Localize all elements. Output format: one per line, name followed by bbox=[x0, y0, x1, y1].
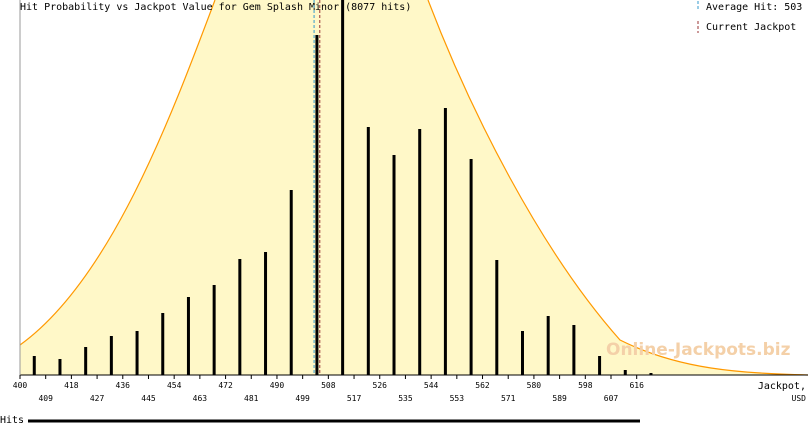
x-tick-label: 499 bbox=[295, 394, 310, 403]
x-tick-label: 409 bbox=[38, 394, 53, 403]
bar bbox=[315, 35, 319, 375]
legend: Average Hit: 503 Current Jackpot bbox=[696, 0, 808, 38]
bar bbox=[109, 336, 113, 375]
chart-title: Hit Probability vs Jackpot Value for Gem… bbox=[20, 2, 411, 13]
x-tick-label: 463 bbox=[193, 394, 208, 403]
bar bbox=[572, 325, 576, 375]
x-tick-label: 481 bbox=[244, 394, 259, 403]
x-axis-label: Jackpot, bbox=[758, 381, 806, 392]
x-tick-label: 418 bbox=[64, 381, 79, 390]
x-tick-label: 526 bbox=[373, 381, 388, 390]
x-tick-label: 472 bbox=[218, 381, 233, 390]
bar bbox=[598, 356, 602, 375]
bar bbox=[212, 285, 216, 375]
x-tick-label: 400 bbox=[13, 381, 28, 390]
bar bbox=[289, 190, 293, 375]
bar bbox=[495, 260, 499, 375]
x-axis-label: USD bbox=[792, 394, 807, 403]
legend-box bbox=[696, 0, 808, 38]
x-tick-label: 571 bbox=[501, 394, 516, 403]
x-tick-label: 427 bbox=[90, 394, 105, 403]
x-tick-label: 562 bbox=[475, 381, 490, 390]
distribution-curve bbox=[19, 0, 809, 376]
bar bbox=[58, 359, 62, 375]
bar bbox=[443, 108, 447, 375]
bar bbox=[392, 155, 396, 375]
distribution-area bbox=[20, 0, 808, 375]
legend-label: Average Hit: 503 bbox=[706, 2, 802, 13]
bar bbox=[469, 159, 473, 375]
x-tick-label: 544 bbox=[424, 381, 439, 390]
bar bbox=[32, 356, 36, 375]
bar bbox=[186, 297, 190, 375]
bar bbox=[84, 347, 88, 375]
bar bbox=[649, 373, 653, 375]
bar bbox=[623, 370, 627, 375]
bar bbox=[366, 127, 370, 375]
x-tick-label: 517 bbox=[347, 394, 362, 403]
x-tick-label: 535 bbox=[398, 394, 413, 403]
bar bbox=[341, 0, 345, 375]
bar bbox=[238, 259, 242, 375]
bar bbox=[135, 331, 139, 375]
legend-label: Current Jackpot bbox=[706, 22, 796, 33]
watermark: Online-Jackpots.biz bbox=[606, 340, 791, 360]
x-tick-label: 508 bbox=[321, 381, 336, 390]
x-tick-label: 553 bbox=[450, 394, 465, 403]
x-tick-label: 580 bbox=[527, 381, 542, 390]
x-tick-label: 616 bbox=[629, 381, 644, 390]
bar bbox=[161, 313, 165, 375]
bar bbox=[264, 252, 268, 375]
bar bbox=[418, 129, 422, 375]
x-tick-label: 454 bbox=[167, 381, 182, 390]
x-tick-label: 589 bbox=[552, 394, 567, 403]
bottom-label: Hits bbox=[0, 415, 24, 425]
bar bbox=[546, 316, 550, 375]
x-tick-label: 445 bbox=[141, 394, 156, 403]
bar bbox=[520, 331, 524, 375]
x-tick-label: 436 bbox=[116, 381, 131, 390]
x-tick-label: 607 bbox=[604, 394, 619, 403]
x-tick-label: 490 bbox=[270, 381, 285, 390]
x-tick-label: 598 bbox=[578, 381, 593, 390]
